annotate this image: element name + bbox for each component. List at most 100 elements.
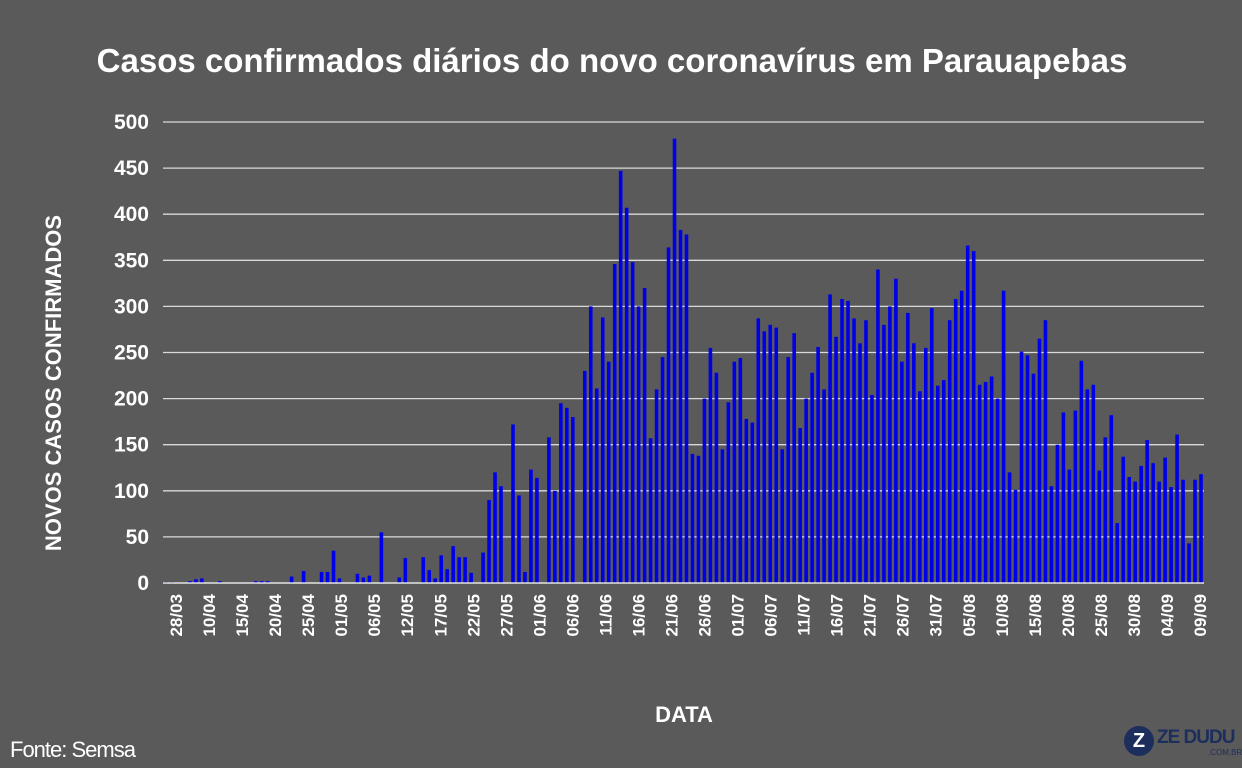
bar — [858, 343, 862, 583]
bar — [331, 550, 336, 583]
bar — [768, 324, 773, 583]
bar — [337, 578, 342, 583]
bar — [319, 571, 324, 583]
bar — [929, 308, 934, 583]
y-tick-label: 200 — [114, 388, 149, 411]
bar — [1049, 486, 1054, 583]
x-tick-label: 16/06 — [629, 594, 648, 637]
bar — [265, 581, 270, 583]
bar — [648, 438, 653, 583]
y-tick-label: 100 — [114, 480, 149, 503]
bar — [630, 262, 635, 583]
x-tick-label: 06/07 — [762, 594, 781, 637]
bar — [983, 382, 988, 583]
bar — [810, 372, 814, 583]
x-tick-label: 21/07 — [861, 594, 880, 637]
bar — [774, 327, 779, 583]
gridlines — [163, 121, 1204, 584]
bar — [876, 269, 880, 583]
bar — [403, 558, 408, 583]
x-tick-label: 26/06 — [696, 594, 715, 637]
x-tick-label: 09/09 — [1191, 594, 1210, 637]
x-tick-labels: 28/03 10/04 15/04 20/04 25/04 01/05 06/05 12/05… — [167, 593, 1210, 636]
bar — [469, 572, 473, 583]
bar — [259, 581, 264, 583]
bar — [600, 317, 605, 583]
bar — [1097, 470, 1102, 583]
bar — [1043, 320, 1048, 583]
x-tick-label: 16/07 — [828, 594, 847, 637]
logo-subtext: .COM.BR — [1208, 748, 1242, 757]
x-tick-label: 11/06 — [596, 594, 615, 636]
bar — [361, 577, 366, 583]
bar — [798, 428, 802, 583]
bar — [762, 331, 767, 583]
bar — [1115, 523, 1120, 583]
bar — [642, 287, 647, 583]
bar — [756, 318, 761, 583]
y-tick-label: 350 — [114, 249, 149, 272]
bar — [750, 422, 755, 583]
bar — [1163, 457, 1167, 583]
bar — [624, 207, 629, 583]
bar — [690, 453, 695, 583]
bar — [1085, 389, 1090, 583]
bar — [200, 578, 204, 583]
bar — [289, 576, 294, 583]
bar — [1187, 543, 1191, 583]
bar — [708, 347, 713, 583]
x-tick-label: 12/05 — [398, 594, 417, 637]
bar — [780, 449, 785, 583]
bar — [953, 299, 958, 583]
x-tick-label: 01/07 — [729, 594, 748, 637]
bar — [1031, 373, 1036, 583]
bar — [816, 346, 820, 583]
x-tick-label: 05/08 — [960, 594, 979, 637]
bar — [714, 372, 719, 583]
bar — [1127, 476, 1132, 583]
bar — [1013, 489, 1018, 583]
x-tick-label: 10/08 — [993, 594, 1012, 637]
bar — [900, 361, 904, 583]
bar — [606, 361, 611, 583]
x-tick-label: 17/05 — [431, 594, 450, 637]
bar — [1025, 355, 1030, 583]
bar — [1157, 481, 1161, 583]
bar — [786, 357, 790, 583]
bar — [1175, 434, 1179, 583]
bar — [511, 424, 515, 583]
bar — [744, 418, 749, 583]
bar — [660, 357, 665, 583]
x-tick-label: 10/04 — [200, 593, 219, 636]
bar — [445, 569, 449, 583]
bar — [1145, 440, 1149, 583]
x-tick-label: 15/04 — [233, 593, 252, 636]
x-tick-label: 06/05 — [365, 594, 384, 637]
bar — [924, 347, 928, 583]
bar — [941, 380, 946, 583]
y-tick-label: 400 — [114, 203, 149, 226]
bar — [618, 170, 623, 583]
bar — [325, 571, 330, 583]
bar — [1055, 444, 1060, 583]
bar — [1007, 472, 1012, 583]
bar — [1133, 481, 1137, 583]
zedudu-logo: Z ZE DUDU .COM.BR — [1124, 726, 1242, 760]
bar — [989, 376, 994, 583]
bar — [654, 389, 659, 583]
x-tick-label: 31/07 — [927, 594, 946, 637]
bar — [1001, 290, 1006, 583]
x-tick-label: 06/06 — [563, 594, 582, 637]
x-tick-label: 25/04 — [299, 593, 318, 636]
bar — [912, 343, 916, 583]
bar — [535, 477, 539, 583]
bar — [666, 247, 671, 583]
y-axis-label: NOVOS CASOS CONFIRMADOS — [41, 215, 66, 551]
bar — [517, 495, 521, 583]
bar — [218, 581, 222, 583]
bar — [463, 557, 467, 583]
y-tick-label: 300 — [114, 295, 149, 318]
bar — [433, 578, 438, 583]
bar — [684, 234, 689, 583]
y-tick-label: 150 — [114, 434, 149, 457]
